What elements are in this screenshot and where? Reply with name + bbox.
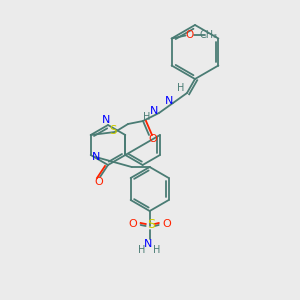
Text: S: S (109, 124, 117, 136)
Text: N: N (165, 96, 173, 106)
Text: O: O (162, 219, 171, 229)
Text: H: H (143, 112, 151, 122)
Text: N: N (102, 115, 110, 125)
Text: H: H (138, 245, 146, 255)
Text: O: O (94, 177, 103, 187)
Text: O: O (185, 29, 194, 40)
Text: H: H (177, 83, 185, 93)
Text: CH₃: CH₃ (200, 29, 218, 40)
Text: N: N (150, 106, 158, 116)
Text: O: O (128, 219, 137, 229)
Text: H: H (153, 245, 160, 255)
Text: N: N (143, 239, 152, 249)
Text: S: S (147, 218, 155, 232)
Text: O: O (148, 134, 158, 144)
Text: N: N (92, 152, 100, 162)
